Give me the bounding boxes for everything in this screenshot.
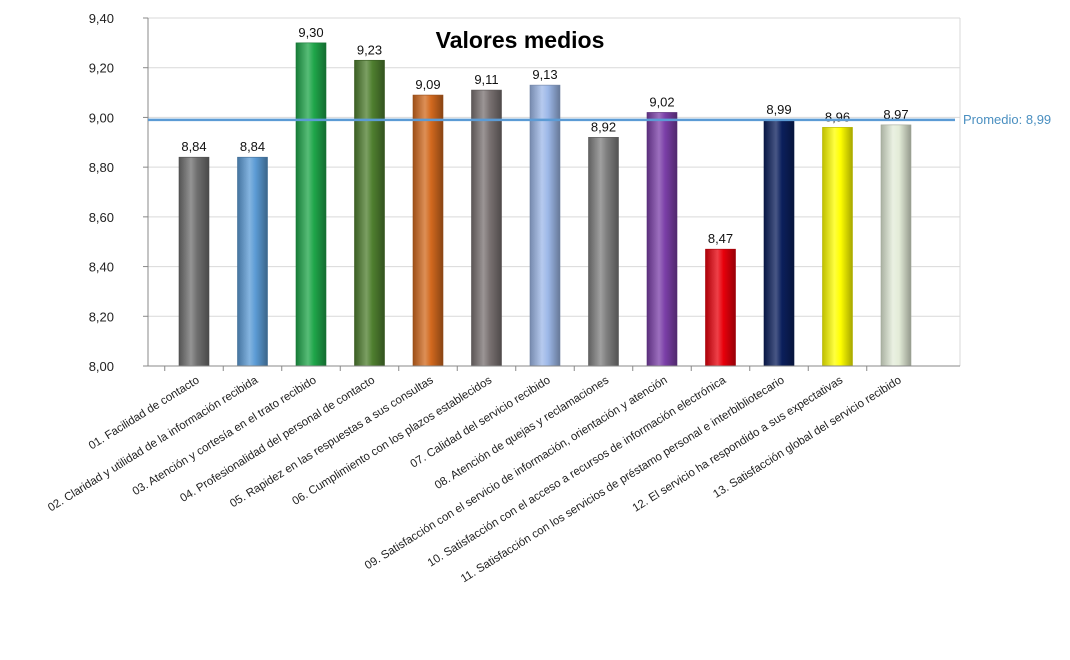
y-tick-label: 9,00 <box>89 110 114 125</box>
bar <box>354 59 385 367</box>
data-label: 9,02 <box>649 94 674 109</box>
data-label: 9,11 <box>474 72 498 87</box>
average-label: Promedio: 8,99 <box>963 112 1051 127</box>
bar <box>822 127 853 367</box>
x-category-label: 01. Facilidad de contacto <box>87 374 202 452</box>
bar <box>471 89 502 367</box>
data-label: 9,13 <box>532 67 557 82</box>
bar <box>705 248 736 367</box>
bar <box>880 124 912 367</box>
data-label: 8,47 <box>708 231 733 246</box>
y-tick-label: 9,20 <box>89 61 114 76</box>
bar <box>588 137 619 367</box>
data-label: 8,92 <box>591 119 616 134</box>
data-label: 9,23 <box>357 42 382 57</box>
y-tick-label: 8,20 <box>89 309 114 324</box>
bar <box>237 156 268 367</box>
data-label: 8,84 <box>240 139 265 154</box>
y-tick-label: 9,40 <box>89 11 114 26</box>
y-tick-label: 8,40 <box>89 260 114 275</box>
data-label: 9,09 <box>415 77 440 92</box>
x-category-label: 02. Claridad y utilidad de la informació… <box>46 374 260 514</box>
data-label: 8,96 <box>825 109 850 124</box>
average-line-group: Promedio: 8,99 <box>148 112 1051 127</box>
bars <box>178 42 912 367</box>
chart-title: Valores medios <box>436 27 605 53</box>
data-label: 9,30 <box>298 25 323 40</box>
y-axis: 8,00 8,20 8,40 8,60 8,80 9,00 9,20 9,40 <box>89 11 149 374</box>
data-label: 8,99 <box>766 102 791 117</box>
x-category-label: 12. El servicio ha respondido a sus expe… <box>631 374 846 514</box>
x-category-label: 05. Rapidez en las respuestas a sus cons… <box>228 374 436 510</box>
bar <box>295 42 327 367</box>
y-tick-label: 8,00 <box>89 359 114 374</box>
bar <box>646 112 678 367</box>
data-label: 8,84 <box>181 139 206 154</box>
bar <box>529 84 561 367</box>
bar <box>412 94 444 367</box>
bar <box>763 119 795 367</box>
data-label: 8,97 <box>883 107 908 122</box>
y-tick-label: 8,60 <box>89 210 114 225</box>
bar <box>178 156 210 367</box>
y-tick-label: 8,80 <box>89 160 114 175</box>
